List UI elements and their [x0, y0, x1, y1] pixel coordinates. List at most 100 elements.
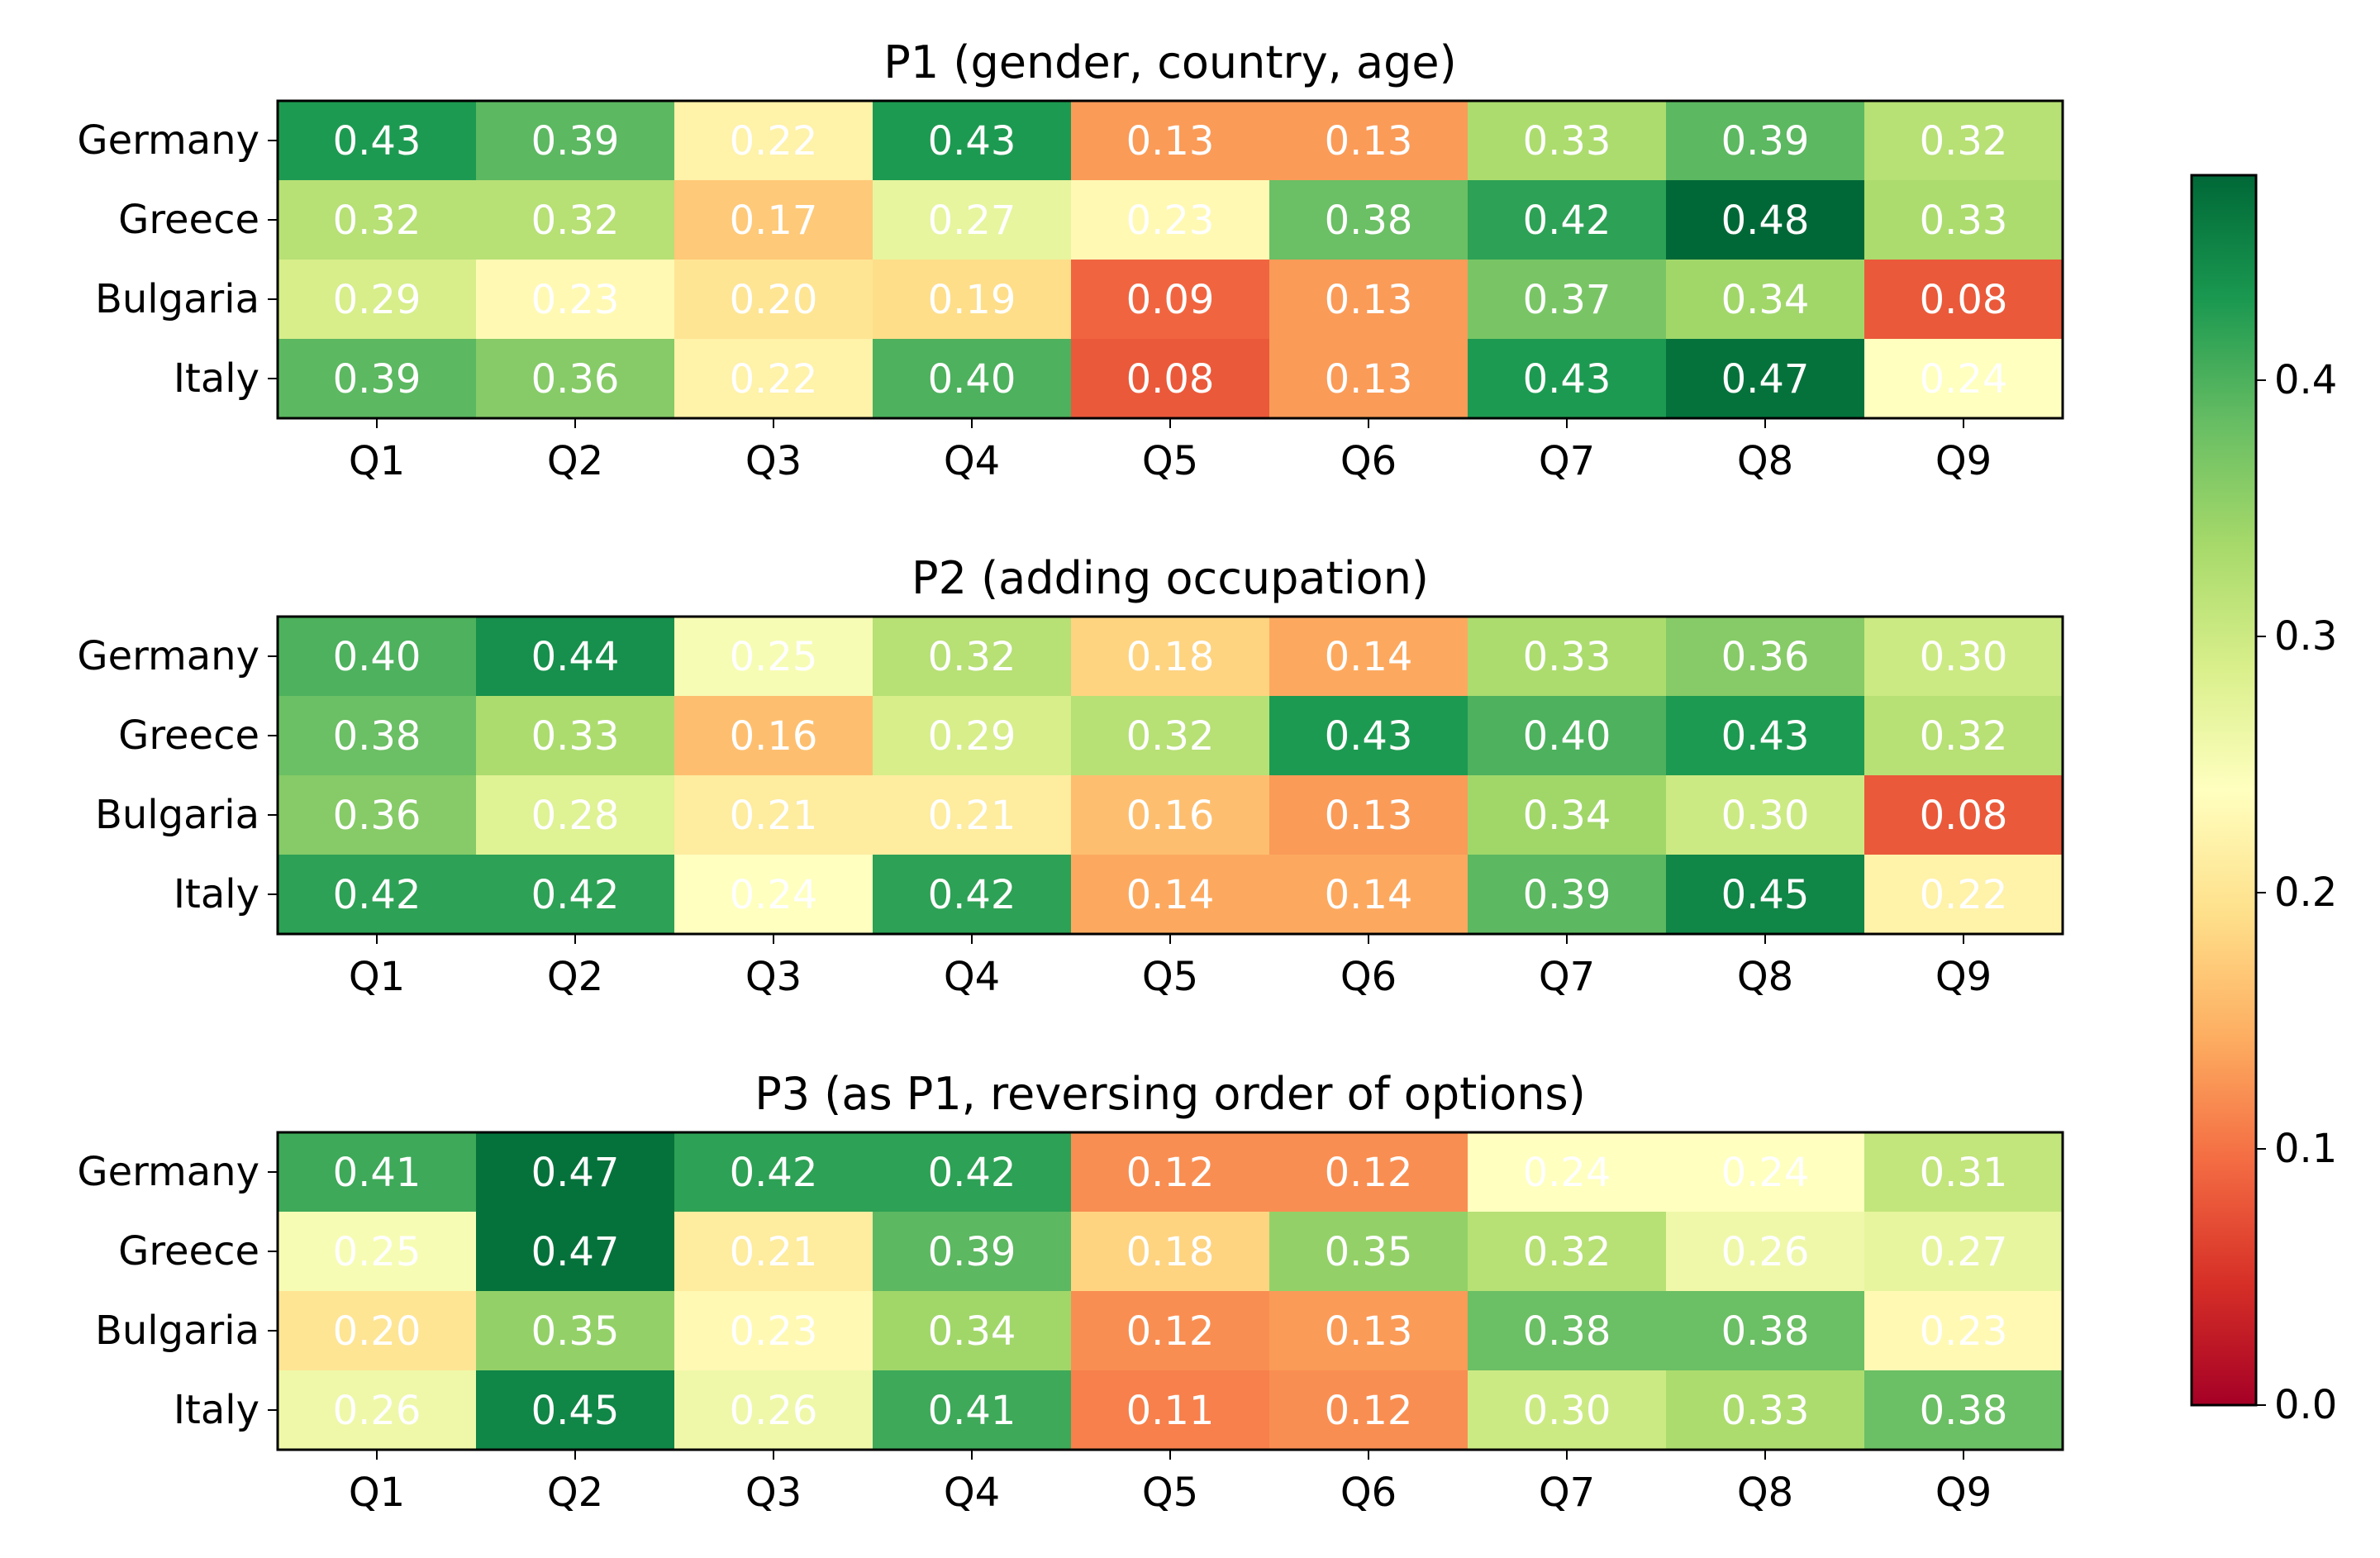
cell-value-label: 0.39: [1523, 872, 1611, 918]
cell-value-label: 0.42: [928, 872, 1016, 918]
cell-value-label: 0.27: [928, 198, 1016, 244]
cell-value-label: 0.32: [531, 198, 620, 244]
cell-value-label: 0.21: [730, 1229, 818, 1275]
y-tick-label: Bulgaria: [95, 792, 259, 838]
cell-value-label: 0.34: [1721, 277, 1810, 323]
cell-value-label: 0.42: [730, 1150, 818, 1196]
cell-value-label: 0.43: [1721, 713, 1810, 760]
x-tick-label: Q4: [944, 438, 1000, 484]
cell-value-label: 0.33: [1523, 634, 1611, 680]
cell-value-label: 0.47: [1721, 356, 1810, 403]
cell-value-label: 0.16: [730, 713, 818, 760]
colorbar-tick-label: 0.0: [2274, 1382, 2337, 1428]
cell-value-label: 0.19: [928, 277, 1016, 323]
x-tick-label: Q3: [745, 1470, 802, 1516]
x-tick-label: Q2: [547, 438, 603, 484]
x-tick-label: Q9: [1935, 954, 1992, 1000]
cell-value-label: 0.47: [531, 1229, 620, 1275]
cell-value-label: 0.44: [531, 634, 620, 680]
cell-value-label: 0.12: [1325, 1150, 1413, 1196]
cell-value-label: 0.37: [1523, 277, 1611, 323]
cell-value-label: 0.13: [1325, 356, 1413, 403]
cell-value-label: 0.22: [1920, 872, 2008, 918]
cell-value-label: 0.31: [1920, 1150, 2008, 1196]
x-tick-label: Q4: [944, 954, 1000, 1000]
cell-value-label: 0.42: [1523, 198, 1611, 244]
cell-value-label: 0.32: [1920, 713, 2008, 760]
panel-title: P1 (gender, country, age): [883, 36, 1456, 88]
cell-value-label: 0.43: [1523, 356, 1611, 403]
cell-value-label: 0.43: [1325, 713, 1413, 760]
cell-value-label: 0.21: [928, 793, 1016, 839]
colorbar-tick-label: 0.1: [2274, 1126, 2337, 1172]
cell-value-label: 0.41: [333, 1150, 421, 1196]
cell-value-label: 0.11: [1126, 1388, 1215, 1434]
x-tick-label: Q3: [745, 438, 802, 484]
x-tick-label: Q5: [1142, 438, 1198, 484]
cell-value-label: 0.33: [1523, 118, 1611, 164]
x-tick-label: Q6: [1340, 954, 1397, 1000]
cell-value-label: 0.29: [928, 713, 1016, 760]
cell-value-label: 0.25: [730, 634, 818, 680]
y-tick-label: Germany: [77, 633, 259, 679]
cell-value-label: 0.08: [1920, 793, 2008, 839]
colorbar-tick-label: 0.3: [2274, 613, 2337, 660]
cell-value-label: 0.23: [531, 277, 620, 323]
x-tick-label: Q7: [1539, 954, 1595, 1000]
cell-value-label: 0.32: [333, 198, 421, 244]
cell-value-label: 0.38: [1523, 1308, 1611, 1355]
cell-value-label: 0.43: [928, 118, 1016, 164]
colorbar-tick-label: 0.2: [2274, 870, 2337, 916]
cell-value-label: 0.26: [730, 1388, 818, 1434]
heatmap-panel-1: P1 (gender, country, age) 0.43 0.39 0.22 0.4…: [77, 36, 2063, 484]
x-tick-label: Q8: [1737, 1470, 1793, 1516]
cell-value-label: 0.42: [333, 872, 421, 918]
cell-value-label: 0.12: [1126, 1150, 1215, 1196]
cell-value-label: 0.13: [1325, 793, 1413, 839]
cell-value-label: 0.42: [531, 872, 620, 918]
cell-value-label: 0.25: [333, 1229, 421, 1275]
cell-value-label: 0.26: [1721, 1229, 1810, 1275]
cell-value-label: 0.39: [1721, 118, 1810, 164]
cell-value-label: 0.22: [730, 356, 818, 403]
y-tick-label: Italy: [174, 1387, 259, 1433]
heatmap-panel-3: P3 (as P1, reversing order of options) 0.…: [77, 1068, 2063, 1516]
x-tick-label: Q5: [1142, 954, 1198, 1000]
cell-value-label: 0.48: [1721, 198, 1810, 244]
x-tick-label: Q7: [1539, 1470, 1595, 1516]
cell-value-label: 0.27: [1920, 1229, 2008, 1275]
cell-value-label: 0.23: [730, 1308, 818, 1355]
cell-value-label: 0.32: [1126, 713, 1215, 760]
heatmap-panel-2: P2 (adding occupation)0.40 0.44 0.25 0.32 0.…: [77, 552, 2063, 1000]
colorbar-fill: [2192, 175, 2256, 1405]
cell-value-label: 0.39: [928, 1229, 1016, 1275]
x-tick-label: Q9: [1935, 438, 1992, 484]
x-tick-label: Q9: [1935, 1470, 1992, 1516]
cell-value-label: 0.34: [928, 1308, 1016, 1355]
cell-value-label: 0.45: [1721, 872, 1810, 918]
cell-value-label: 0.14: [1126, 872, 1215, 918]
cell-value-label: 0.30: [1920, 634, 2008, 680]
panel-title: P3 (as P1, reversing order of options): [754, 1068, 1586, 1120]
y-tick-label: Bulgaria: [95, 1308, 259, 1354]
cell-value-label: 0.22: [730, 118, 818, 164]
cell-value-label: 0.12: [1126, 1308, 1215, 1355]
cell-value-label: 0.13: [1325, 118, 1413, 164]
cell-value-label: 0.14: [1325, 872, 1413, 918]
cell-value-label: 0.13: [1126, 118, 1215, 164]
cell-value-label: 0.30: [1523, 1388, 1611, 1434]
cell-value-label: 0.33: [1920, 198, 2008, 244]
x-tick-label: Q2: [547, 1470, 603, 1516]
y-tick-label: Italy: [174, 355, 259, 402]
cell-value-label: 0.45: [531, 1388, 620, 1434]
cell-value-label: 0.24: [1920, 356, 2008, 403]
cell-value-label: 0.16: [1126, 793, 1215, 839]
cell-value-label: 0.42: [928, 1150, 1016, 1196]
x-tick-label: Q6: [1340, 1470, 1397, 1516]
panel-title: P2 (adding occupation): [912, 552, 1429, 604]
cell-value-label: 0.38: [1721, 1308, 1810, 1355]
cell-value-label: 0.35: [1325, 1229, 1413, 1275]
cell-value-label: 0.21: [730, 793, 818, 839]
y-tick-label: Greece: [118, 197, 259, 243]
